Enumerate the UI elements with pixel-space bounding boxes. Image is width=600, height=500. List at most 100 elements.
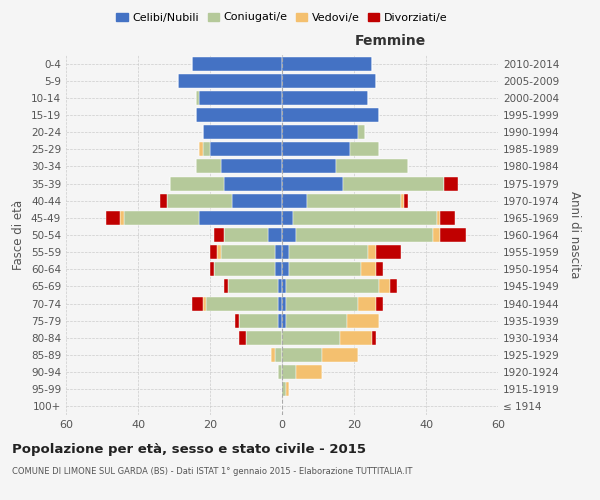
Bar (124, 211, 199, 225)
Bar (282, 211, 293, 225)
Bar (336, 160, 408, 173)
Bar (192, 296, 203, 310)
Bar (401, 194, 404, 207)
Bar (196, 160, 221, 173)
Bar (199, 142, 203, 156)
Text: Femmine: Femmine (355, 34, 425, 48)
Bar (203, 296, 206, 310)
Bar (282, 331, 340, 345)
Bar (404, 194, 408, 207)
Bar (433, 228, 440, 242)
Bar (282, 91, 368, 105)
Bar (296, 365, 322, 379)
Bar (358, 125, 365, 139)
Bar (282, 74, 376, 88)
Bar (282, 56, 372, 70)
Bar (278, 314, 282, 328)
Bar (444, 176, 458, 190)
Text: COMUNE DI LIMONE SUL GARDA (BS) - Dati ISTAT 1° gennaio 2015 - Elaborazione TUTT: COMUNE DI LIMONE SUL GARDA (BS) - Dati I… (12, 468, 412, 476)
Bar (296, 228, 433, 242)
Bar (282, 125, 358, 139)
Y-axis label: Fasce di età: Fasce di età (13, 200, 25, 270)
Bar (379, 280, 390, 293)
Bar (239, 314, 278, 328)
Bar (322, 348, 358, 362)
Bar (214, 228, 224, 242)
Bar (278, 365, 282, 379)
Bar (271, 348, 275, 362)
Bar (286, 314, 347, 328)
Bar (178, 74, 282, 88)
Bar (293, 211, 437, 225)
Text: Popolazione per età, sesso e stato civile - 2015: Popolazione per età, sesso e stato civil… (12, 442, 366, 456)
Bar (282, 160, 336, 173)
Bar (203, 125, 282, 139)
Bar (167, 194, 232, 207)
Bar (361, 262, 376, 276)
Bar (282, 262, 289, 276)
Bar (376, 245, 401, 259)
Bar (437, 211, 440, 225)
Bar (372, 331, 376, 345)
Bar (282, 296, 286, 310)
Bar (286, 296, 358, 310)
Bar (358, 296, 376, 310)
Bar (199, 211, 282, 225)
Bar (224, 280, 228, 293)
Bar (221, 245, 275, 259)
Bar (282, 382, 286, 396)
Y-axis label: Anni di nascita: Anni di nascita (568, 192, 581, 278)
Bar (282, 142, 350, 156)
Bar (347, 314, 379, 328)
Bar (196, 91, 199, 105)
Bar (275, 348, 282, 362)
Bar (203, 142, 210, 156)
Bar (210, 245, 217, 259)
Bar (282, 245, 289, 259)
Bar (350, 142, 379, 156)
Bar (160, 194, 167, 207)
Bar (239, 331, 246, 345)
Bar (268, 228, 282, 242)
Bar (282, 176, 343, 190)
Bar (246, 331, 282, 345)
Bar (282, 108, 379, 122)
Bar (170, 176, 224, 190)
Bar (376, 296, 383, 310)
Bar (278, 280, 282, 293)
Bar (289, 262, 361, 276)
Bar (210, 262, 214, 276)
Bar (278, 296, 282, 310)
Legend: Celibi/Nubili, Coniugati/e, Vedovi/e, Divorziati/e: Celibi/Nubili, Coniugati/e, Vedovi/e, Di… (112, 8, 452, 27)
Bar (224, 228, 268, 242)
Bar (206, 296, 278, 310)
Bar (286, 382, 289, 396)
Bar (368, 245, 376, 259)
Bar (343, 176, 444, 190)
Bar (376, 262, 383, 276)
Bar (440, 211, 455, 225)
Bar (221, 160, 282, 173)
Bar (224, 176, 282, 190)
Bar (228, 280, 278, 293)
Bar (282, 194, 307, 207)
Bar (282, 314, 286, 328)
Bar (440, 228, 466, 242)
Bar (282, 228, 296, 242)
Bar (286, 280, 379, 293)
Bar (282, 365, 296, 379)
Bar (232, 194, 282, 207)
Bar (282, 280, 286, 293)
Bar (106, 211, 120, 225)
Bar (340, 331, 372, 345)
Bar (275, 262, 282, 276)
Bar (120, 211, 124, 225)
Bar (210, 142, 282, 156)
Bar (217, 245, 221, 259)
Bar (289, 245, 368, 259)
Bar (307, 194, 401, 207)
Bar (199, 91, 282, 105)
Bar (390, 280, 397, 293)
Bar (196, 108, 282, 122)
Bar (214, 262, 275, 276)
